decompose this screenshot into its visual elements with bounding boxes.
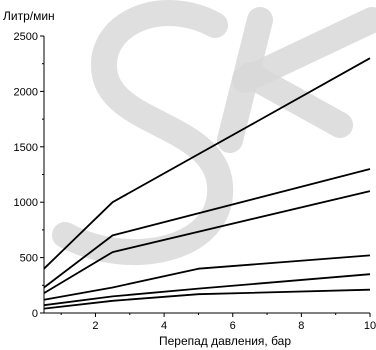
x-tick-label: 6 [230, 320, 236, 332]
axes: 0 500 1000 1500 2000 2500 2 4 6 8 10 [14, 31, 376, 332]
x-tick-label: 10 [364, 320, 376, 332]
x-tick-label: 2 [92, 320, 98, 332]
x-tick-label: 8 [298, 320, 304, 332]
series-line-3 [43, 190, 371, 294]
series-line-1 [43, 57, 371, 270]
x-axis-label: Перепад давления, бар [159, 334, 291, 348]
y-tick-label: 2500 [14, 31, 38, 43]
series-line-5 [43, 273, 371, 307]
watermark-logo [52, 0, 376, 266]
y-tick-label: 500 [20, 253, 38, 265]
series-layer [43, 57, 371, 310]
y-tick-label: 1000 [14, 197, 38, 209]
series-line-6 [43, 288, 371, 310]
series-line-4 [43, 254, 371, 301]
y-axis-label: Литр/мин [3, 9, 55, 23]
x-tick-label: 4 [161, 320, 167, 332]
series-line-2 [43, 168, 371, 289]
y-tick-label: 1500 [14, 142, 38, 154]
y-tick-label: 0 [32, 308, 38, 320]
y-tick-label: 2000 [14, 86, 38, 98]
watermark-letter-s [52, 0, 234, 266]
